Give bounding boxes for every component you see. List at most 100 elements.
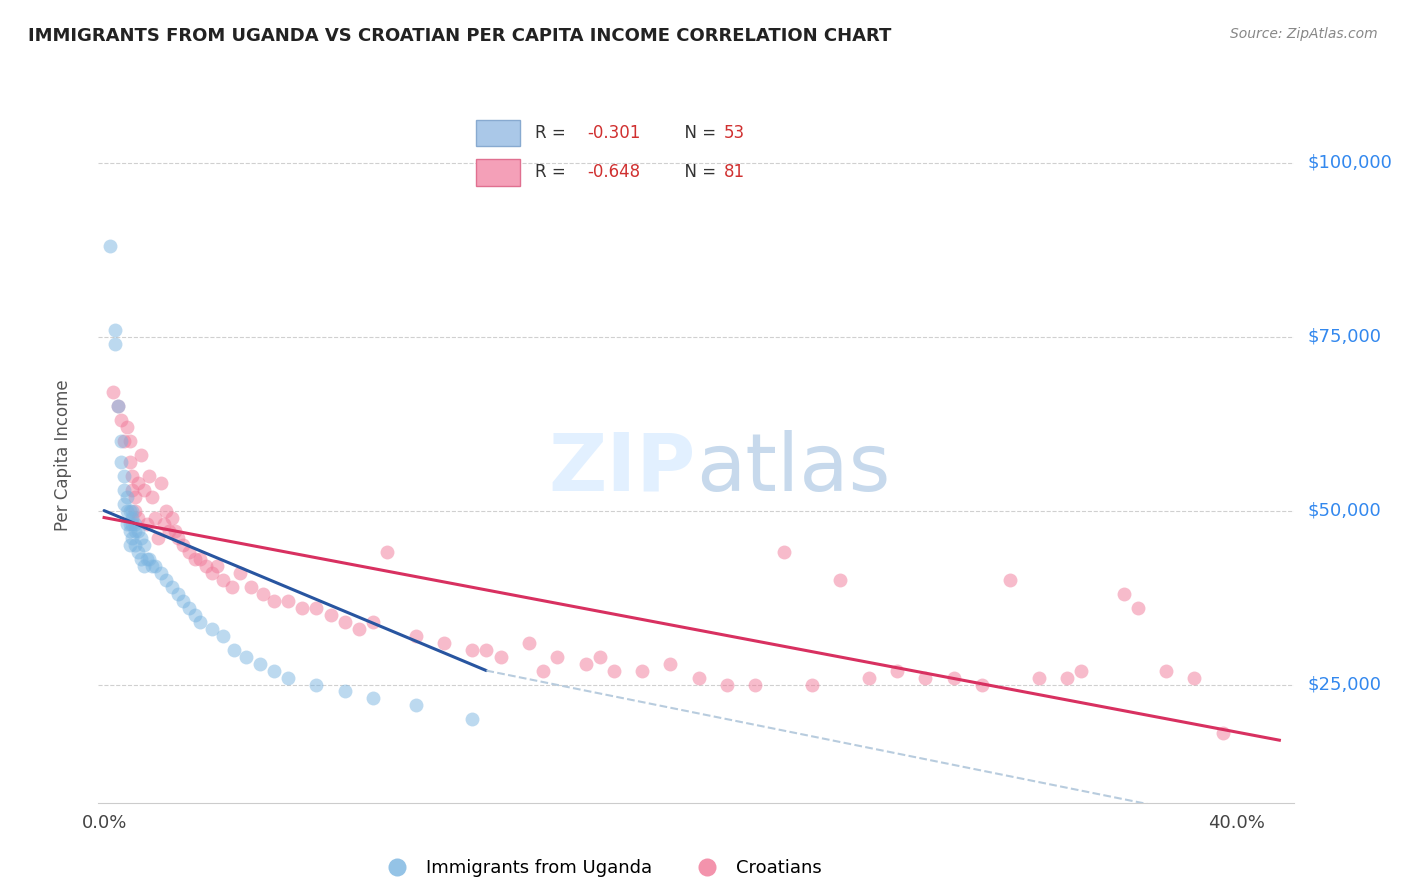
Point [124, 490, 146, 504]
Point [135, 517, 157, 532]
Point [132, 483, 155, 497]
Text: 53: 53 [724, 124, 745, 142]
Text: IMMIGRANTS FROM UGANDA VS CROATIAN PER CAPITA INCOME CORRELATION CHART: IMMIGRANTS FROM UGANDA VS CROATIAN PER C… [28, 27, 891, 45]
Point [212, 573, 235, 587]
Point [149, 475, 172, 490]
Point [201, 566, 224, 581]
Point [112, 483, 135, 497]
Y-axis label: Per Capita Income: Per Capita Income [53, 379, 72, 531]
Point [224, 642, 246, 657]
Point [163, 524, 186, 539]
Point [546, 649, 568, 664]
Point [1126, 601, 1149, 615]
Point [347, 622, 370, 636]
Legend: Immigrants from Uganda, Croatians: Immigrants from Uganda, Croatians [373, 852, 828, 884]
Point [160, 510, 183, 524]
Point [212, 629, 235, 643]
Point [461, 712, 484, 726]
Point [172, 594, 194, 608]
Point [115, 517, 138, 532]
Point [124, 538, 146, 552]
Point [263, 664, 285, 678]
Point [107, 399, 129, 413]
Point [129, 552, 152, 566]
Point [101, 385, 124, 400]
Point [118, 455, 141, 469]
Point [603, 664, 626, 678]
Text: $25,000: $25,000 [1308, 675, 1382, 693]
Point [183, 552, 205, 566]
Point [121, 468, 143, 483]
FancyBboxPatch shape [477, 120, 520, 146]
Point [291, 601, 314, 615]
Point [375, 545, 398, 559]
Point [886, 664, 908, 678]
Point [1154, 664, 1177, 678]
Point [1056, 671, 1078, 685]
Point [183, 607, 205, 622]
Point [970, 677, 993, 691]
Point [110, 434, 132, 448]
Point [858, 671, 880, 685]
Point [138, 468, 160, 483]
Point [112, 468, 135, 483]
Text: ZIP: ZIP [548, 430, 696, 508]
Point [1028, 671, 1050, 685]
Point [112, 434, 135, 448]
Point [129, 448, 152, 462]
Point [333, 615, 356, 629]
Text: N =: N = [675, 163, 721, 181]
Point [235, 649, 257, 664]
Point [830, 573, 852, 587]
Point [263, 594, 285, 608]
Point [1184, 671, 1206, 685]
Point [688, 671, 710, 685]
Point [166, 532, 188, 546]
Point [172, 538, 194, 552]
Point [319, 607, 342, 622]
Point [531, 664, 554, 678]
Point [277, 671, 299, 685]
FancyBboxPatch shape [477, 159, 520, 186]
Point [249, 657, 271, 671]
Point [121, 532, 143, 546]
Point [115, 503, 138, 517]
Point [631, 664, 654, 678]
Point [433, 636, 456, 650]
Point [127, 475, 149, 490]
Point [127, 524, 149, 539]
Point [221, 580, 243, 594]
Point [240, 580, 263, 594]
Point [115, 490, 138, 504]
Point [277, 594, 299, 608]
Text: N =: N = [675, 124, 721, 142]
Point [155, 503, 177, 517]
Point [118, 517, 141, 532]
Point [118, 524, 141, 539]
Point [1112, 587, 1135, 601]
Point [121, 503, 143, 517]
Point [305, 601, 328, 615]
Point [801, 677, 824, 691]
Point [475, 642, 498, 657]
Point [405, 698, 427, 713]
Point [115, 420, 138, 434]
Point [190, 615, 212, 629]
Point [127, 510, 149, 524]
Point [195, 559, 218, 574]
Point [574, 657, 596, 671]
Text: R =: R = [536, 163, 571, 181]
Point [110, 455, 132, 469]
Point [157, 524, 180, 539]
Point [121, 510, 143, 524]
Point [744, 677, 766, 691]
Point [143, 559, 166, 574]
Point [132, 559, 155, 574]
Point [138, 552, 160, 566]
Point [129, 532, 152, 546]
Point [405, 629, 427, 643]
Point [716, 677, 738, 691]
Text: atlas: atlas [696, 430, 890, 508]
Point [155, 573, 177, 587]
Point [141, 490, 163, 504]
